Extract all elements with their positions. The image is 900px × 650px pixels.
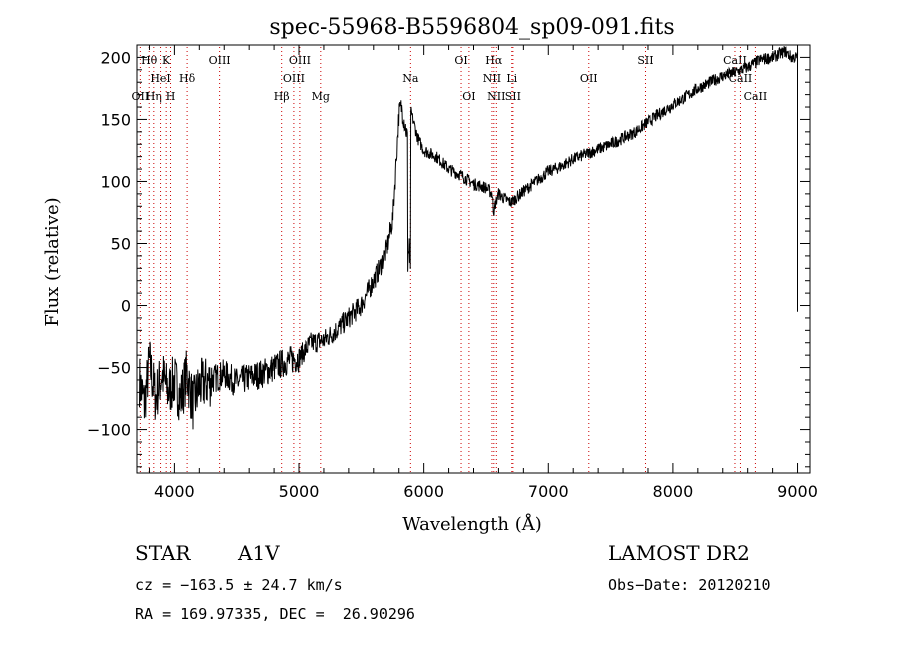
y-tick-label: 100 bbox=[100, 172, 131, 191]
line-marker-label: Li bbox=[506, 72, 517, 85]
line-marker-label: CaII bbox=[744, 90, 768, 103]
plot-frame bbox=[136, 44, 811, 474]
line-marker-label: Hα bbox=[485, 54, 503, 67]
line-marker-label: NII bbox=[483, 72, 501, 85]
x-axis-label: Wavelength (Å) bbox=[402, 513, 542, 535]
line-marker-label: Mg bbox=[312, 90, 330, 103]
line-marker-label: H bbox=[166, 90, 176, 103]
line-marker-label: OII bbox=[132, 90, 150, 103]
line-marker-label: OIII bbox=[289, 54, 311, 67]
line-marker-label: K bbox=[162, 54, 171, 67]
object-subclass: A1V bbox=[238, 541, 280, 565]
line-marker-label: OII bbox=[580, 72, 598, 85]
x-tick-label: 5000 bbox=[279, 482, 320, 501]
y-tick-label: 50 bbox=[111, 234, 131, 253]
line-marker-label: OI bbox=[462, 90, 475, 103]
x-tick-label: 7000 bbox=[528, 482, 569, 501]
line-marker-label: SII bbox=[505, 90, 521, 103]
chart-title: spec-55968-B5596804_sp09-091.fits bbox=[269, 15, 674, 40]
x-tick-label: 8000 bbox=[653, 482, 694, 501]
line-marker-label: Hη bbox=[146, 90, 162, 103]
y-tick-label: 0 bbox=[121, 297, 131, 316]
y-tick-label: −50 bbox=[97, 359, 131, 378]
plot-area: OII Hθ Hη K H HeI Hδ OIII Hβ OIII OIII Mg Na OI OI Hα NI… bbox=[87, 44, 818, 501]
coordinates: RA = 169.97335, DEC = 26.90296 bbox=[135, 605, 415, 623]
x-tick-label: 6000 bbox=[403, 482, 444, 501]
line-marker-label: OIII bbox=[283, 72, 305, 85]
y-tick-label: −100 bbox=[87, 421, 131, 440]
line-marker-label: HeI bbox=[150, 72, 170, 85]
y-tick-label: 200 bbox=[100, 48, 131, 67]
x-tick-label: 9000 bbox=[777, 482, 818, 501]
x-tick-label: 4000 bbox=[154, 482, 195, 501]
y-tick-label: 150 bbox=[100, 110, 131, 129]
line-marker-label: SII bbox=[637, 54, 653, 67]
redshift-velocity: cz = −163.5 ± 24.7 km/s bbox=[135, 576, 343, 594]
line-marker-label: Na bbox=[402, 72, 419, 85]
line-marker-label: OIII bbox=[209, 54, 231, 67]
observation-date: Obs−Date: 20120210 bbox=[608, 576, 771, 594]
survey-name: LAMOST DR2 bbox=[608, 541, 750, 565]
line-marker-label: Hδ bbox=[179, 72, 196, 85]
line-marker-label: Hθ bbox=[141, 54, 158, 67]
object-class: STAR bbox=[135, 541, 191, 565]
flux-line bbox=[139, 46, 798, 430]
y-axis-label: Flux (relative) bbox=[42, 197, 63, 326]
line-marker-label: OI bbox=[454, 54, 467, 67]
line-marker-label: Hβ bbox=[274, 90, 290, 103]
line-marker-label: NII bbox=[487, 90, 505, 103]
